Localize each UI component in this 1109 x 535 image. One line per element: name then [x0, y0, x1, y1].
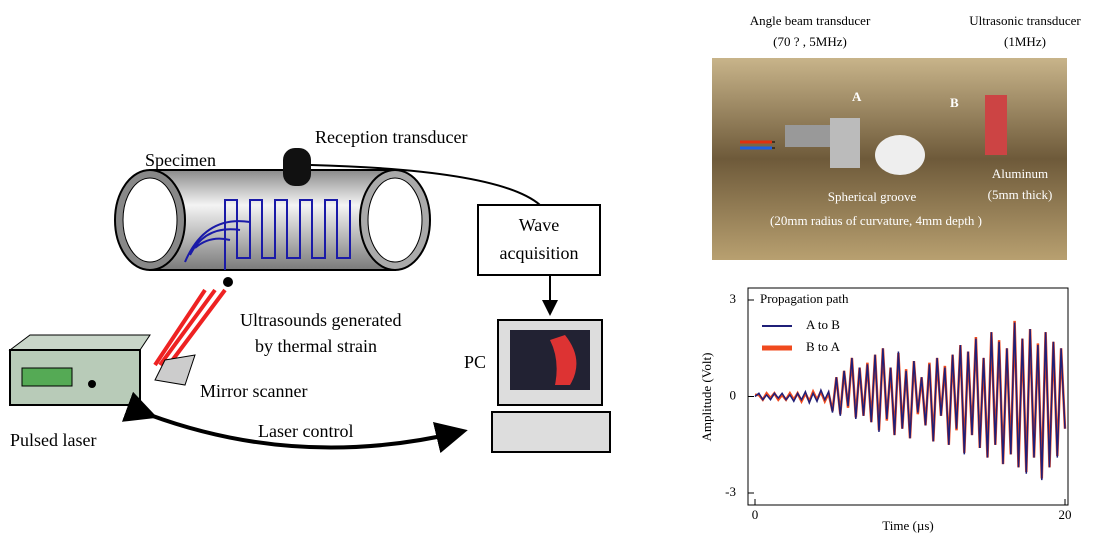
y-tick-label: 3	[730, 291, 737, 306]
label: Ultrasounds generated	[240, 310, 401, 330]
label: Pulsed laser	[10, 430, 96, 450]
pc-case	[492, 412, 610, 452]
y-tick-label: 0	[730, 387, 737, 402]
laser-top	[10, 335, 150, 350]
label: by thermal strain	[255, 336, 377, 356]
label: (70 ? , 5MHz)	[773, 34, 847, 49]
label: Angle beam transducer	[750, 13, 871, 28]
legend-label: B to A	[806, 339, 841, 354]
laser-display	[22, 368, 72, 386]
x-axis-label: Time (µs)	[882, 518, 933, 533]
chart: -3 0 3 0 20 Time (µs) Amplitude (Volt) Propagat…	[699, 288, 1072, 533]
label: (1MHz)	[1004, 34, 1046, 49]
label: A	[852, 89, 862, 104]
figure: Specimen Reception transducer Wave acqui…	[0, 0, 1109, 535]
label: acquisition	[500, 243, 579, 263]
legend-label: A to B	[806, 317, 840, 332]
x-tick-label: 0	[752, 507, 759, 522]
label: Reception transducer	[315, 127, 467, 147]
pc-screen	[510, 330, 590, 390]
label: PC	[464, 352, 486, 372]
label: Ultrasonic transducer	[969, 13, 1081, 28]
label: Wave	[519, 215, 560, 235]
label: (5mm thick)	[988, 187, 1053, 202]
transducer-a	[830, 118, 860, 168]
source-point	[223, 277, 233, 287]
laser-knob	[88, 380, 96, 388]
transducer-a	[785, 125, 835, 147]
label: Spherical groove	[828, 189, 917, 204]
x-tick-label: 20	[1059, 507, 1072, 522]
label: Laser control	[258, 421, 353, 441]
specimen-body	[150, 170, 395, 270]
diagram: Specimen Reception transducer Wave acqui…	[10, 127, 610, 452]
label: (20mm radius of curvature, 4mm depth )	[770, 213, 982, 228]
photo: Angle beam transducer (70 ? , 5MHz) Ultr…	[712, 13, 1081, 260]
y-axis-label: Amplitude (Volt)	[699, 353, 714, 442]
label: Specimen	[145, 150, 216, 170]
y-tick-label: -3	[725, 484, 736, 499]
label: Mirror scanner	[200, 381, 307, 401]
label: Aluminum	[992, 166, 1048, 181]
label: B	[950, 95, 959, 110]
specimen-end	[123, 178, 177, 262]
transducer-b	[985, 95, 1007, 155]
reception-transducer	[283, 148, 311, 186]
legend-title: Propagation path	[760, 291, 849, 306]
specimen-end	[368, 178, 422, 262]
groove	[875, 135, 925, 175]
